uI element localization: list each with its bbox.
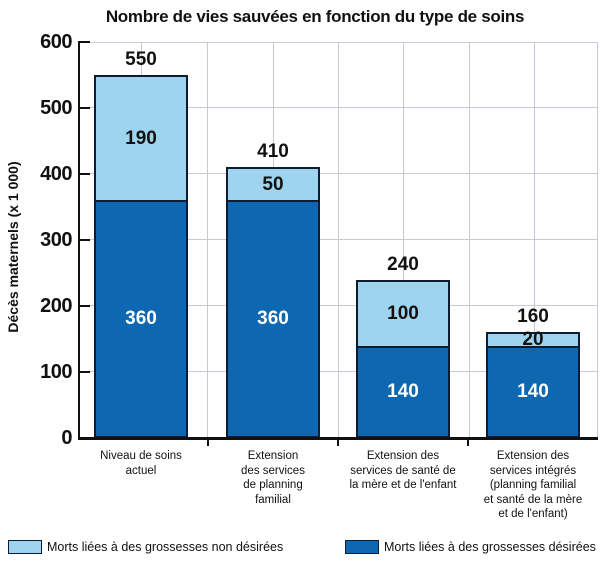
segment-value-label: 50 <box>262 173 284 195</box>
y-tick-label: 0 <box>61 427 72 449</box>
legend-item-wanted: Morts liées à des grossesses désirées <box>345 539 600 555</box>
bar-total-label: 160 <box>517 306 549 328</box>
bar-1: 190 360 <box>94 75 188 438</box>
bar-3: 100 140 <box>356 279 450 438</box>
vertical-gridline <box>534 43 535 438</box>
segment-wanted-pregnancies: 140 <box>358 347 448 436</box>
segment-value-label: 100 <box>387 302 419 324</box>
vertical-gridline <box>469 43 470 438</box>
y-tick-mark <box>78 173 90 175</box>
bar-total-label: 410 <box>257 141 289 163</box>
x-axis-line <box>78 437 598 440</box>
segment-wanted-pregnancies: 360 <box>96 202 186 436</box>
chart-title: Nombre de vies sauvées en fonction du ty… <box>105 7 525 26</box>
bar-total-label: 550 <box>125 49 157 70</box>
y-tick-label: 600 <box>40 31 72 53</box>
segment-value-label: 140 <box>387 380 419 402</box>
horizontal-gridline <box>90 305 597 306</box>
y-tick-label: 400 <box>40 163 72 185</box>
bar-2: 50 360 <box>226 167 320 438</box>
vertical-gridline <box>338 43 339 438</box>
y-tick-mark <box>78 107 90 109</box>
category-label: Niveau de soins actuel <box>100 450 182 477</box>
category-label: Extension des services de planning famil… <box>241 450 305 506</box>
y-tick-mark <box>78 41 90 43</box>
x-tick-mark <box>467 440 469 446</box>
y-tick-label: 200 <box>40 295 72 317</box>
segment-value-label: 360 <box>257 308 289 330</box>
category-label: Extension des services de santé de la mè… <box>349 450 457 491</box>
x-tick-mark <box>337 440 339 446</box>
segment-wanted-pregnancies: 140 <box>488 347 578 436</box>
segment-value-label: 140 <box>517 380 549 402</box>
legend-label: Morts liées à des grossesses désirées <box>384 540 596 554</box>
y-tick-mark <box>78 371 90 373</box>
bar-total-label: 240 <box>387 253 419 275</box>
segment-wanted-pregnancies: 360 <box>228 202 318 436</box>
plot-area: 190 360 550 50 360 410 100 140 240 20 140 160 <box>90 42 598 438</box>
segment-unwanted-pregnancies: 20 <box>488 330 578 350</box>
y-tick-label: 100 <box>40 361 72 383</box>
vertical-gridline <box>403 43 404 438</box>
legend-swatch-dark-blue <box>345 540 379 554</box>
horizontal-gridline <box>90 239 597 240</box>
y-tick-mark <box>78 239 90 241</box>
y-axis-line <box>78 42 80 439</box>
segment-value-label: 360 <box>125 308 157 330</box>
y-tick-mark <box>78 305 90 307</box>
vertical-gridline <box>207 43 208 438</box>
y-tick-label: 500 <box>40 97 72 119</box>
x-tick-mark <box>207 440 209 446</box>
legend-swatch-light-blue <box>8 540 42 554</box>
legend-item-unwanted: Morts liées à des grossesses non désirée… <box>8 539 308 555</box>
segment-unwanted-pregnancies: 100 <box>358 281 448 348</box>
segment-value-label: 20 <box>522 329 544 350</box>
bar-4: 20 140 <box>486 330 580 438</box>
segment-value-label: 190 <box>125 127 157 149</box>
segment-unwanted-pregnancies: 190 <box>96 77 186 203</box>
segment-unwanted-pregnancies: 50 <box>228 169 318 203</box>
legend-label: Morts liées à des grossesses non désirée… <box>47 540 284 554</box>
horizontal-gridline <box>90 173 597 174</box>
y-tick-label: 300 <box>40 229 72 251</box>
category-label: Extension des services intégrés (plannin… <box>483 450 583 520</box>
horizontal-gridline <box>90 371 597 372</box>
horizontal-gridline <box>90 107 597 108</box>
